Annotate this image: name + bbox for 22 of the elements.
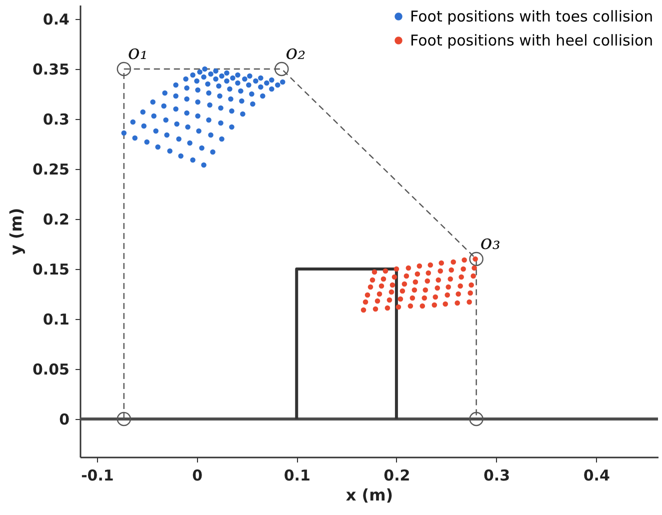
y-tick-label: 0.2 [42,210,70,228]
annotation: o₃ [480,230,500,254]
y-tick-label: 0.1 [42,310,70,328]
y-tick-label: 0.25 [32,160,70,178]
y-tick-label: 0.4 [42,10,70,28]
y-tick-label: 0 [59,410,70,428]
x-tick-label: 0.3 [483,466,510,484]
annotation: o₂ [286,40,306,64]
x-axis-title: x (m) [346,486,394,504]
y-tick-label: 0.3 [42,110,70,128]
x-tick-label: 0.2 [384,466,410,484]
x-tick-label: 0 [192,466,203,484]
y-tick-label: 0.15 [32,260,70,278]
x-tick-label: -0.1 [81,466,114,484]
y-tick-label: 0.35 [32,60,70,78]
x-tick-label: 0.1 [284,466,310,484]
y-tick-label: 0.05 [32,360,70,378]
annotation: o₁ [128,40,148,64]
x-tick-label: 0.4 [583,466,610,484]
legend-label: Foot positions with toes collision [410,8,654,26]
y-axis-title: y (m) [6,208,26,256]
legend-label: Foot positions with heel collision [410,32,654,50]
